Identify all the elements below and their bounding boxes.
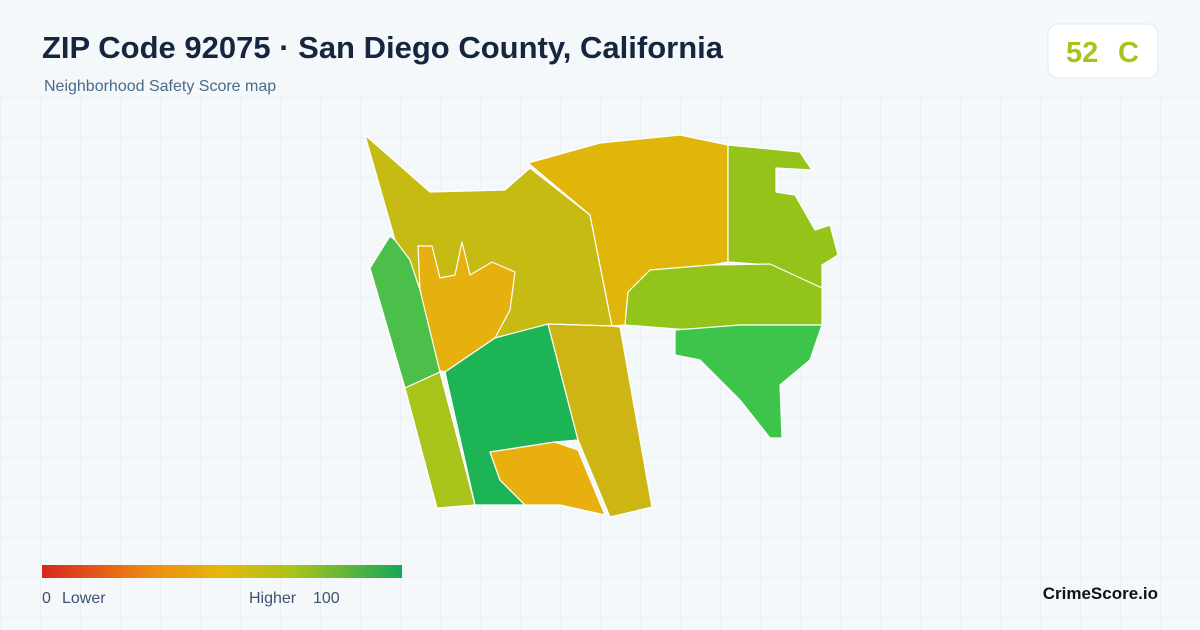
- region: [489, 441, 606, 516]
- score-badge: [1047, 23, 1159, 79]
- score-value: 52: [1066, 37, 1098, 69]
- legend-bar: [42, 565, 402, 578]
- brand: CrimeScore.io: [1043, 584, 1158, 603]
- legend-max-label: Higher: [249, 590, 297, 607]
- region: [674, 324, 823, 439]
- legend-min-label: Lower: [62, 590, 106, 607]
- score-grade: C: [1118, 37, 1139, 69]
- subtitle: Neighborhood Safety Score map: [44, 78, 276, 95]
- map: [364, 134, 839, 518]
- legend-max: 100: [313, 590, 340, 607]
- region: [547, 323, 653, 518]
- region: [624, 263, 823, 331]
- region: [369, 235, 441, 389]
- title: ZIP Code 92075 · San Diego County, Calif…: [42, 30, 724, 65]
- legend-min: 0: [42, 590, 51, 607]
